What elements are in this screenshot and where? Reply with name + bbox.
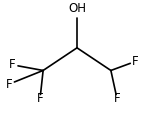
- Text: F: F: [114, 92, 120, 105]
- Text: F: F: [132, 55, 139, 68]
- Text: F: F: [9, 58, 16, 71]
- Text: OH: OH: [68, 2, 86, 15]
- Text: F: F: [37, 92, 43, 105]
- Text: F: F: [6, 78, 13, 91]
